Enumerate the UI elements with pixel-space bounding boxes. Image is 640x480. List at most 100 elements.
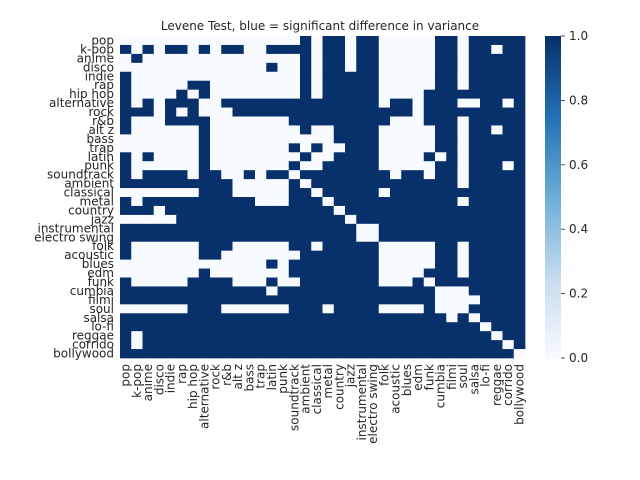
heatmap-cell [446,98,458,108]
heatmap-cell [322,268,335,278]
heatmap-cell [446,152,458,162]
heatmap-cell [491,89,503,99]
y-tick-label: blues [82,257,114,271]
heatmap-cell [513,241,526,252]
heatmap-cell [435,44,447,55]
heatmap-cell [255,98,267,108]
heatmap-cell [142,152,155,162]
heatmap-cell [513,98,526,108]
heatmap-cell [322,197,335,207]
heatmap-cell [435,116,447,126]
heatmap-cell [142,143,155,153]
heatmap-cell [221,143,233,153]
heatmap-cell [210,179,222,189]
heatmap-cell [457,161,470,171]
heatmap-cell [491,205,503,216]
heatmap-cell [468,107,481,117]
heatmap-cell [187,44,200,55]
heatmap-cell [345,134,357,144]
heatmap-cell [435,125,447,135]
heatmap-cell [255,134,267,144]
heatmap-cell [412,277,425,287]
y-tick-label: instrumental [37,221,114,235]
heatmap-cell [378,268,391,278]
colorbar-tick-label: 0.4 [569,222,588,236]
heatmap-cell [255,295,267,305]
heatmap-cell [120,331,132,341]
heatmap-cell [401,277,413,287]
heatmap-cell [401,188,413,198]
heatmap-cell [412,304,425,314]
x-tick-label: pop [119,364,133,387]
x-tick-label: salsa [467,364,481,395]
heatmap-cell [165,98,177,108]
heatmap-cell [435,134,447,144]
heatmap-cell [255,268,267,278]
heatmap-cell [210,71,222,82]
heatmap-cell [468,259,481,269]
heatmap-cell [333,340,346,350]
heatmap-cell [277,53,290,64]
heatmap-cell [333,250,346,260]
heatmap-cell [390,125,402,135]
heatmap-cell [243,268,256,278]
heatmap-cell [322,89,335,99]
heatmap-cell [142,53,155,64]
heatmap-cell [243,295,256,305]
heatmap-cell [277,107,290,117]
heatmap-cell [457,241,470,252]
heatmap-cell [153,241,166,252]
heatmap-cell [277,232,290,243]
colorbar-ticks: 0.0 0.2 0.4 0.6 0.8 1.0 [561,29,588,365]
heatmap-cell [232,232,245,243]
heatmap-cell [142,98,155,108]
heatmap-cell [210,304,222,314]
heatmap-cell [446,179,458,189]
heatmap-cell [300,214,312,225]
heatmap-cell [131,197,143,207]
heatmap-cell [176,161,188,171]
heatmap-cell [322,295,335,305]
heatmap-cell [142,62,155,73]
heatmap-cell [412,250,425,260]
heatmap-cell [378,214,391,225]
heatmap-cell [457,36,470,46]
heatmap-cell [378,36,391,46]
heatmap-cell [322,277,335,287]
heatmap-cell [176,268,188,278]
heatmap-cell [266,277,278,287]
heatmap-cell [502,188,515,198]
heatmap-cell [513,259,526,269]
heatmap-cell [322,349,335,359]
heatmap-cell [176,331,188,341]
heatmap-cell [412,268,425,278]
heatmap-cell [322,205,335,216]
heatmap-cell [176,259,188,269]
heatmap-cell [345,250,357,260]
heatmap-cell [131,62,143,73]
x-tick-label: filmi [445,364,459,390]
heatmap-cell [378,152,391,162]
heatmap-cell [446,286,458,296]
y-tick-label: hip hop [69,87,114,101]
heatmap-cell [120,125,132,135]
heatmap-cell [176,214,188,225]
heatmap-cell [322,71,335,82]
heatmap-cell [367,277,380,287]
heatmap-cell [491,322,503,332]
heatmap-cell [266,232,278,243]
heatmap-cell [446,71,458,82]
heatmap-cell [491,44,503,55]
heatmap-cell [232,214,245,225]
heatmap-cell [412,241,425,252]
heatmap-cell [356,349,368,359]
heatmap-cell [311,197,323,207]
heatmap-cell [412,313,425,323]
heatmap-cell [468,71,481,82]
heatmap-cell [412,62,425,73]
heatmap-cell [412,197,425,207]
heatmap-cell [502,304,515,314]
heatmap-cell [131,143,143,153]
heatmap-cell [243,322,256,332]
heatmap-cell [356,322,368,332]
